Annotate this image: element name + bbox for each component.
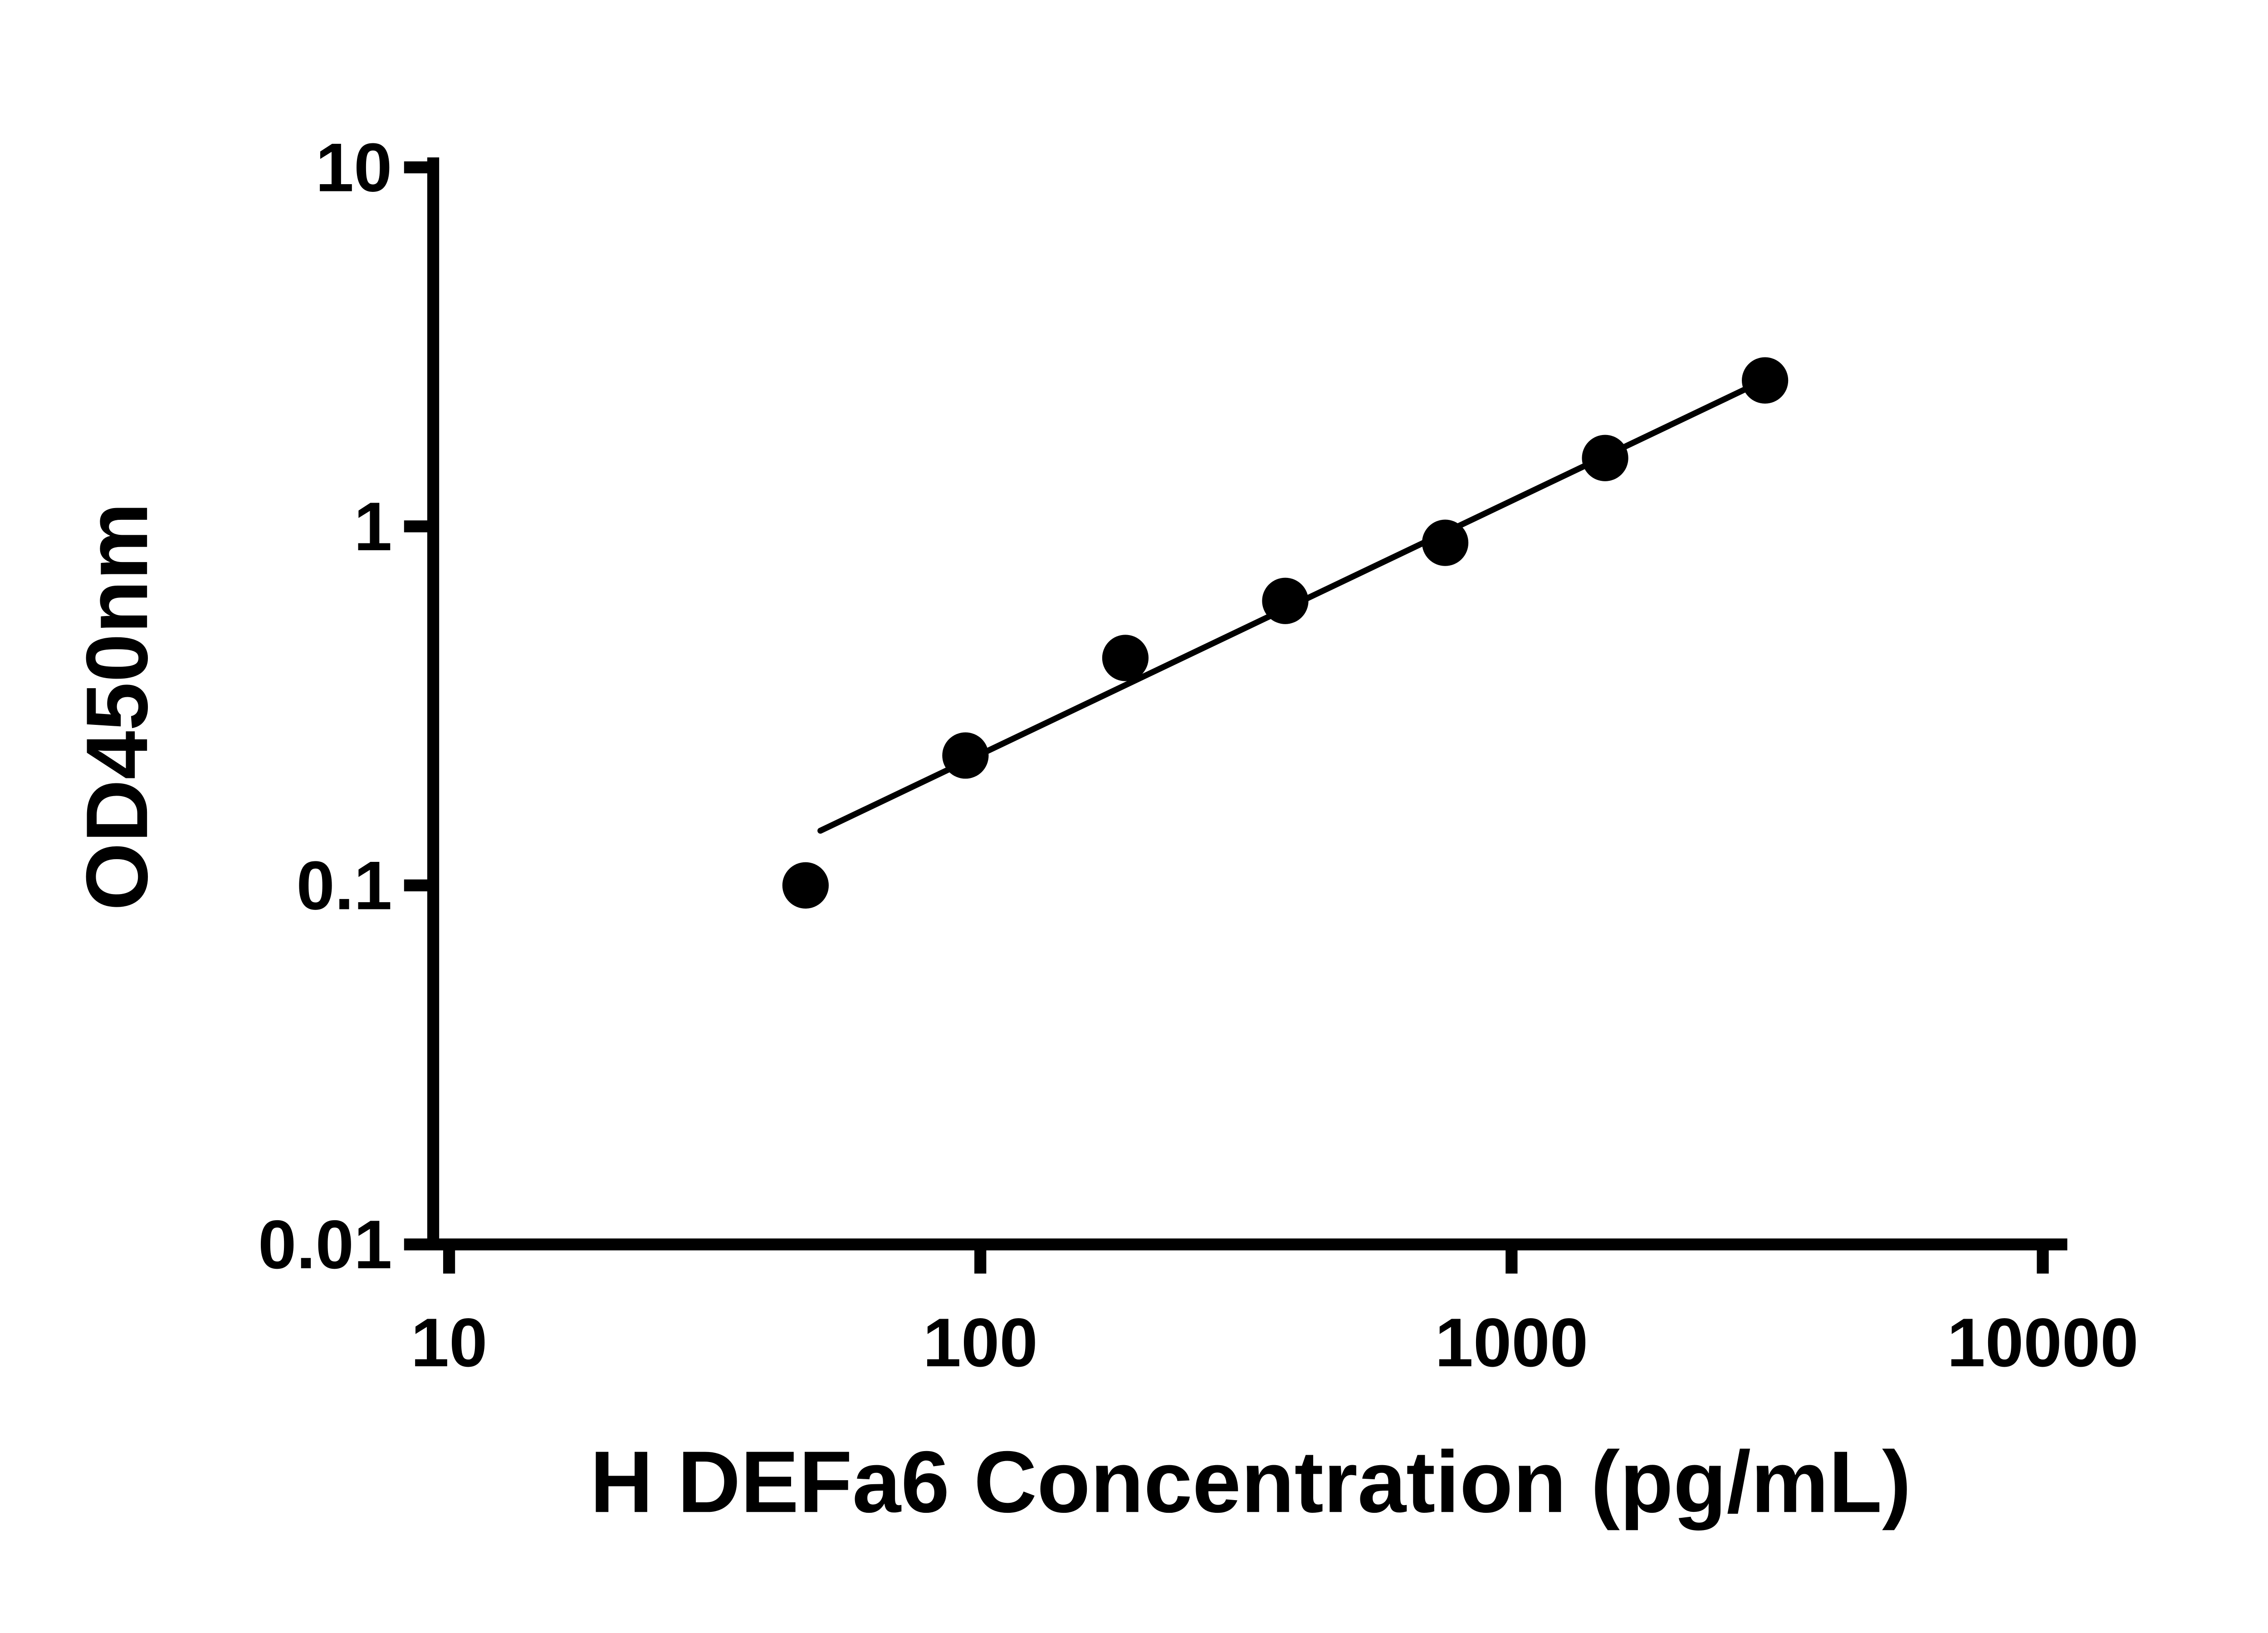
y-tick-label: 0.01 [258,1207,392,1283]
x-tick-label: 1000 [1435,1305,1588,1381]
x-tick-label: 10 [411,1305,488,1381]
y-tick-label: 10 [316,129,392,206]
data-point [942,732,989,779]
data-point [1422,519,1469,566]
x-tick-label: 100 [923,1305,1038,1381]
tick-labels: 10 100 1000 10000 0.01 0.1 1 10 [258,129,2139,1381]
data-point [782,862,829,909]
axes [427,157,2068,1251]
y-axis-title: OD450nm [68,503,166,911]
data-point [1262,577,1309,624]
data-point [1742,357,1789,404]
data-point [1582,435,1628,481]
x-axis-title: H DEFa6 Concentration (pg/mL) [590,1433,1911,1530]
data-point [1102,635,1149,681]
x-tick-label: 10000 [1947,1305,2138,1381]
y-tick-label: 0.1 [296,847,392,924]
tick-marks [404,161,2049,1274]
data-points [782,357,1789,909]
y-tick-label: 1 [354,489,392,565]
